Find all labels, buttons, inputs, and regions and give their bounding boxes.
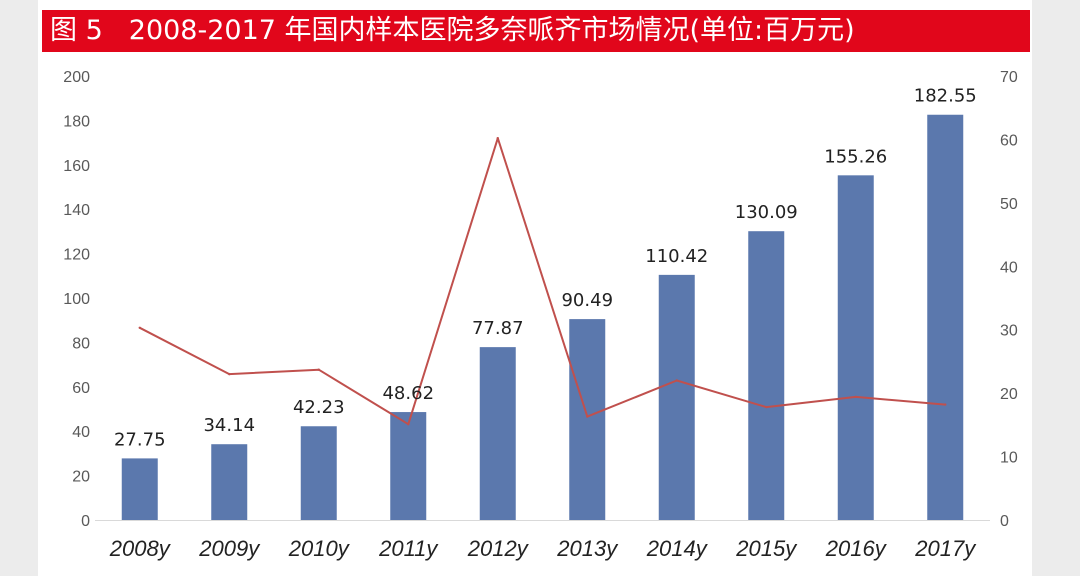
y-right-tick-label: 30 <box>1000 323 1018 340</box>
y-right-tick-label: 20 <box>1000 386 1018 403</box>
line-point <box>496 136 499 140</box>
y-left-tick-label: 60 <box>72 380 90 397</box>
bar <box>121 458 158 520</box>
line-point <box>765 405 768 409</box>
figure-label: 图 5 <box>50 15 103 46</box>
x-tick-label: 2010y <box>288 536 351 561</box>
y-left-tick-label: 20 <box>72 469 90 486</box>
line-point <box>138 326 141 330</box>
x-tick-label: 2013y <box>556 536 619 561</box>
bar <box>300 426 337 520</box>
bar <box>479 347 516 520</box>
bar-value-label: 48.62 <box>382 383 434 404</box>
y-left-tick-label: 120 <box>63 247 90 264</box>
bar-value-label: 34.14 <box>203 415 255 436</box>
y-left-tick-label: 160 <box>63 158 90 175</box>
x-tick-label: 2011y <box>378 536 439 561</box>
x-tick-label: 2008y <box>109 536 172 561</box>
x-tick-label: 2017y <box>914 536 977 561</box>
y-right-tick-label: 50 <box>1000 196 1018 213</box>
bar-value-label: 90.49 <box>561 290 613 311</box>
x-tick-label: 2014y <box>646 536 709 561</box>
y-right-tick-label: 0 <box>1000 513 1009 530</box>
y-left-tick-label: 0 <box>81 513 90 530</box>
y-left-tick-label: 140 <box>63 202 90 219</box>
bar-value-label: 42.23 <box>293 397 345 418</box>
bar-value-label: 155.26 <box>824 146 887 167</box>
y-right-tick-label: 40 <box>1000 259 1018 276</box>
line-point <box>228 372 231 376</box>
y-left-tick-label: 200 <box>63 69 90 86</box>
bar <box>390 412 427 520</box>
y-left-tick-label: 100 <box>63 291 90 308</box>
line-point <box>317 368 320 371</box>
bar-value-label: 77.87 <box>472 318 524 339</box>
line-point <box>675 379 678 382</box>
bar-value-label: 110.42 <box>645 246 708 267</box>
bar <box>748 231 785 520</box>
bar-value-label: 130.09 <box>735 202 798 223</box>
data-labels: 27.75 34.14 42.23 48.62 77.87 90.49 110.42 130.… <box>114 86 977 451</box>
x-tick-label: 2012y <box>467 536 530 561</box>
line-series <box>138 136 947 426</box>
line-point <box>944 403 947 406</box>
bar-value-label: 182.55 <box>914 86 977 107</box>
y-left-tick-label: 40 <box>72 424 90 441</box>
y-left-tick-label: 80 <box>72 335 90 352</box>
line-point <box>586 415 589 418</box>
y-right-tick-label: 10 <box>1000 450 1018 467</box>
x-tick-label: 2009y <box>198 536 261 561</box>
bar <box>569 319 606 520</box>
bar <box>211 444 248 520</box>
x-tick-label: 2015y <box>735 536 798 561</box>
line-point <box>854 395 857 399</box>
line-series-path <box>139 137 946 426</box>
line-point <box>407 423 410 426</box>
bar <box>927 114 964 520</box>
bar <box>837 175 874 520</box>
chart-title: 2008-2017 年国内样本医院多奈哌齐市场情况(单位:百万元) <box>128 15 855 46</box>
chart-title-bar: 图 5 2008-2017 年国内样本医院多奈哌齐市场情况(单位:百万元) <box>42 10 1030 52</box>
bar <box>658 274 695 520</box>
chart-axes: 0 20 40 60 80 100 120 140 160 180 200 0 10 20 30 40 50 60… <box>63 69 1018 561</box>
x-tick-label: 2016y <box>825 536 888 561</box>
y-right-tick-label: 70 <box>1000 69 1018 86</box>
y-right-tick-label: 60 <box>1000 132 1018 149</box>
bar-series <box>121 114 964 520</box>
bar-value-label: 27.75 <box>114 429 166 450</box>
y-left-tick-label: 180 <box>63 113 90 130</box>
